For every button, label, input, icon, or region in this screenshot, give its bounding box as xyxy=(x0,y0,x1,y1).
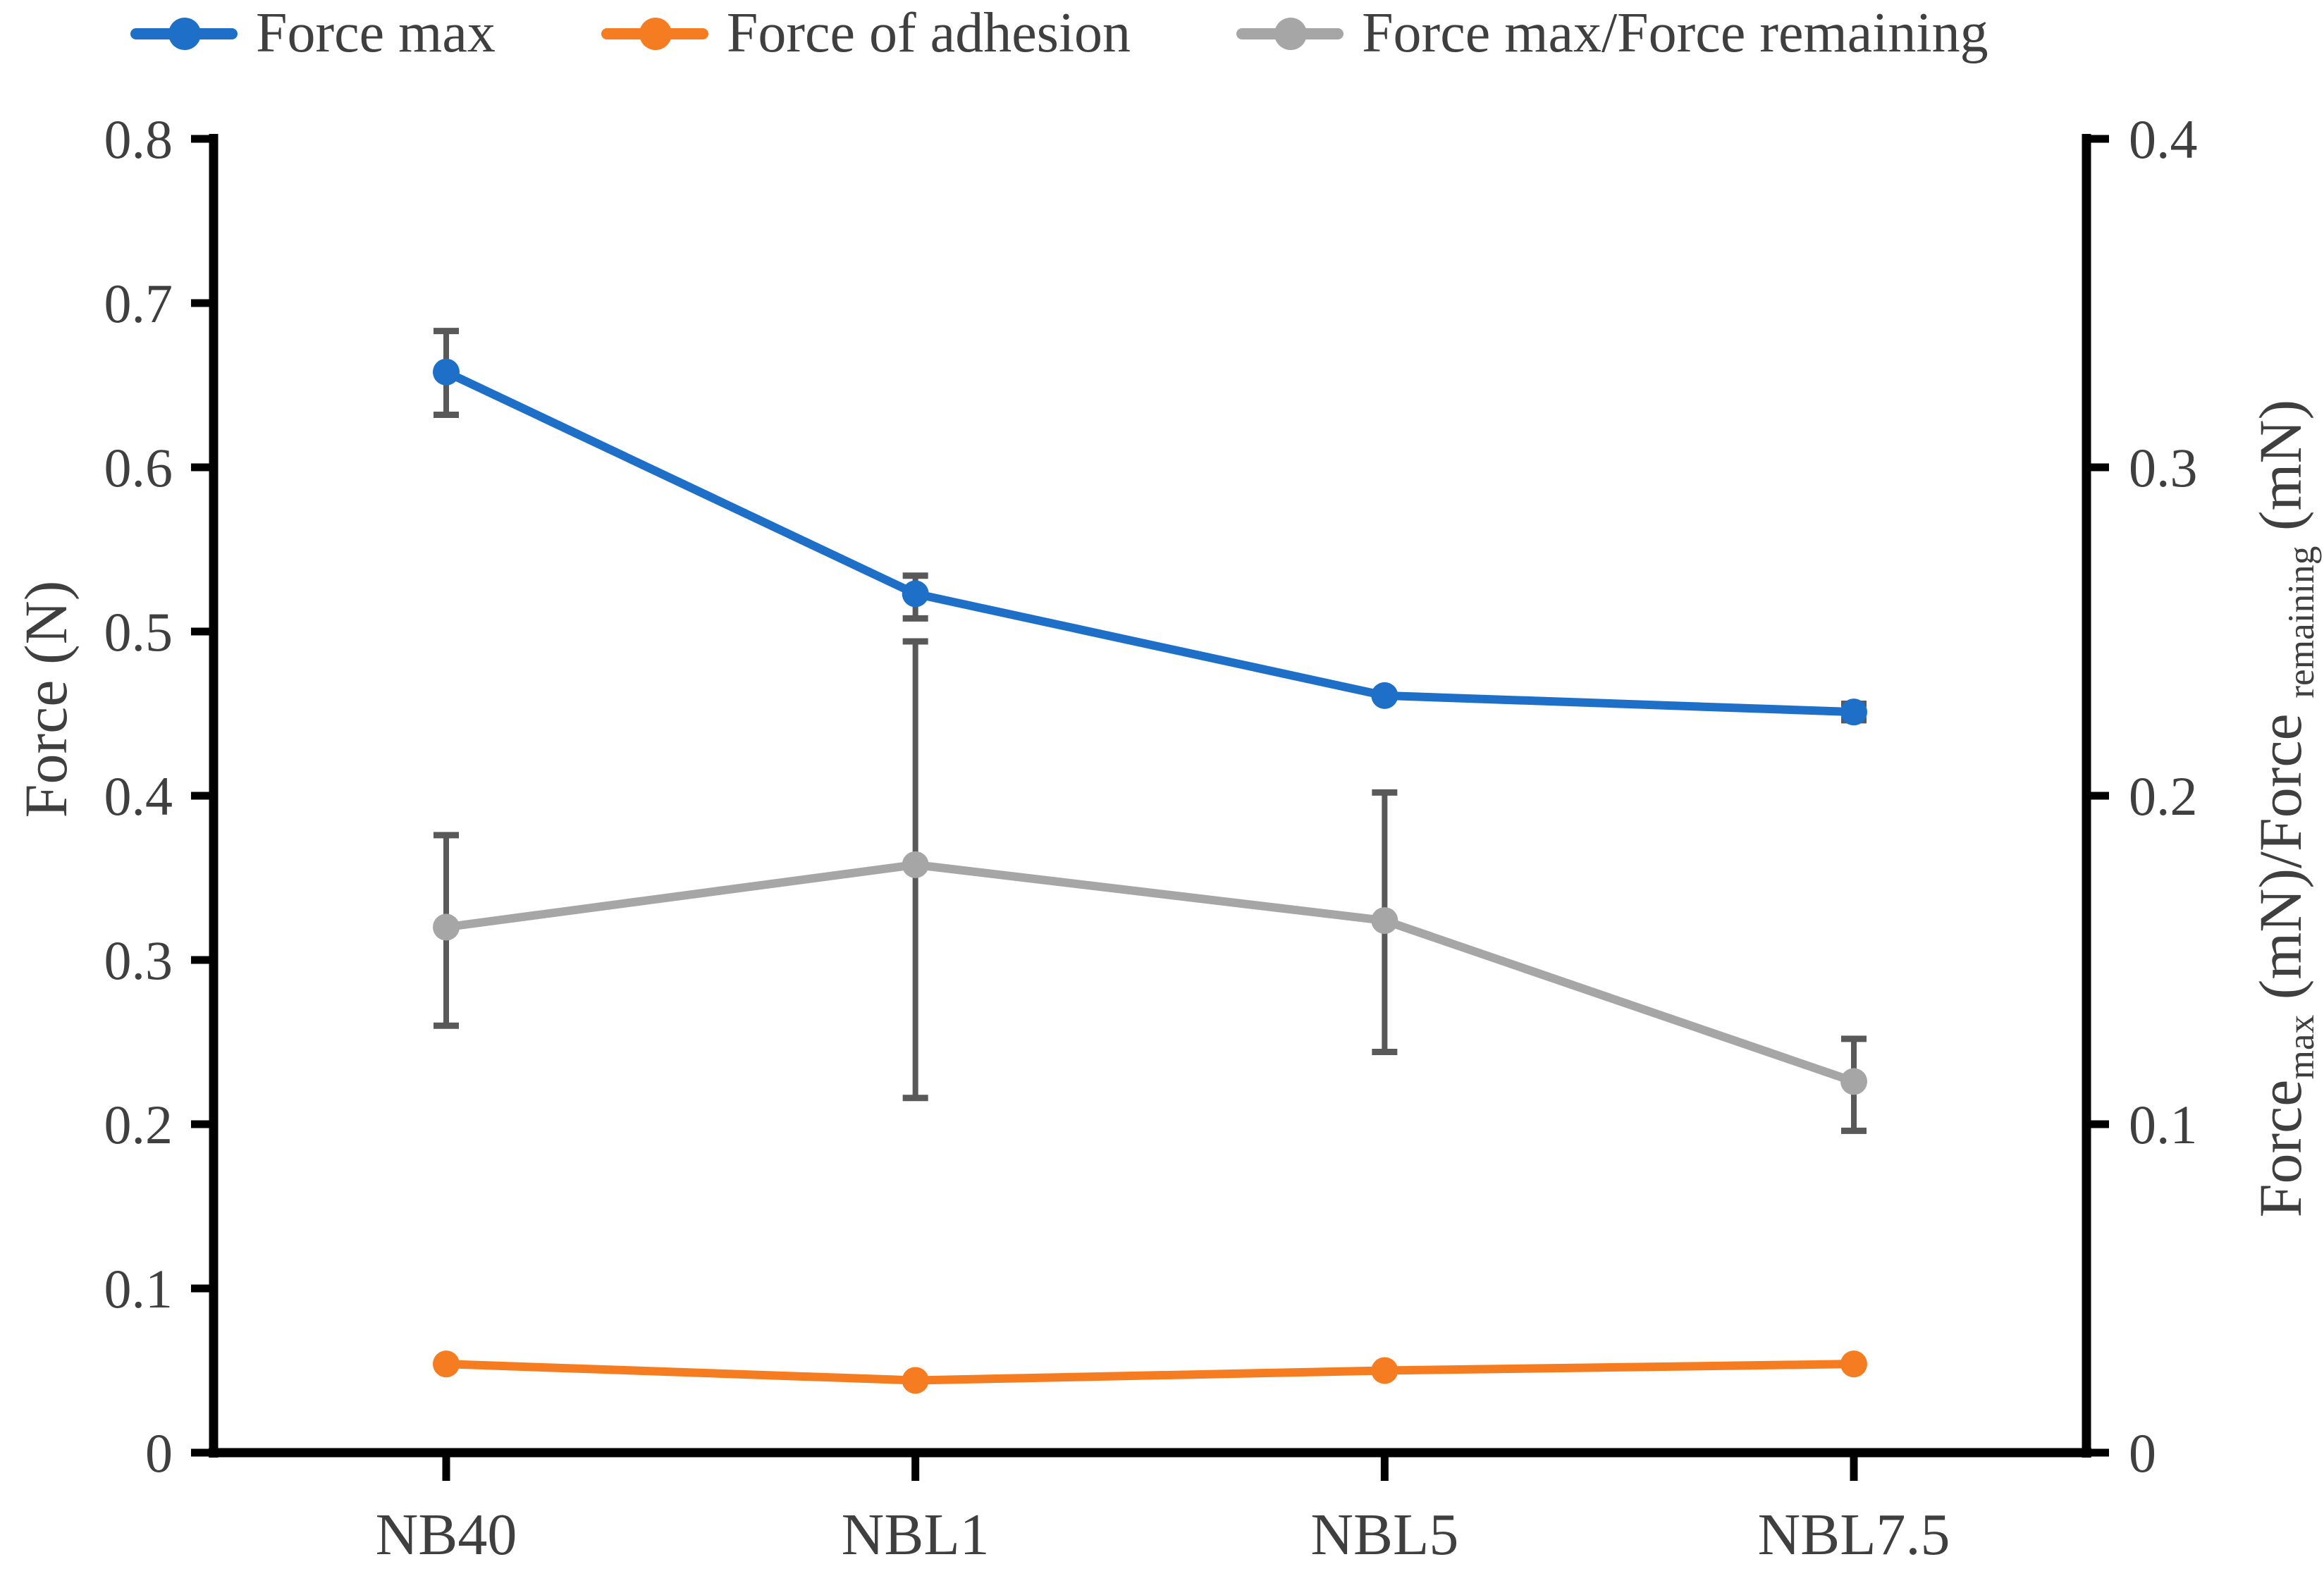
data-point-marker xyxy=(1371,907,1398,935)
x-axis-category-label: NB40 xyxy=(376,1502,517,1568)
left-axis-tick-label: 0.4 xyxy=(104,765,173,827)
left-axis-tick-label: 0 xyxy=(145,1422,173,1484)
legend-label-force-adhesion: Force of adhesion xyxy=(726,2,1131,64)
left-axis-tick-label: 0.5 xyxy=(104,601,173,663)
data-point-marker xyxy=(433,913,460,941)
legend-item-force-max: Force max xyxy=(130,0,496,67)
right-axis-tick-label: 0.1 xyxy=(2129,1094,2198,1155)
left-axis-title: Force (N) xyxy=(12,580,80,818)
data-point-marker xyxy=(902,580,929,608)
legend-marker-force-max-icon xyxy=(130,16,238,51)
right-axis-tick-label: 0.3 xyxy=(2129,437,2198,498)
data-point-marker xyxy=(433,1350,460,1378)
right-axis-title-subscript: max xyxy=(2280,1014,2323,1080)
legend-marker-force-adhesion-icon xyxy=(601,16,708,51)
data-point-marker xyxy=(1371,682,1398,709)
data-point-marker xyxy=(1840,1350,1867,1378)
right-axis-tick-label: 0 xyxy=(2129,1422,2156,1484)
right-axis-tick-label: 0.4 xyxy=(2129,109,2198,170)
right-axis-title-subscript: remaining xyxy=(2280,546,2323,698)
series-line xyxy=(442,860,1858,1086)
right-axis-title-text: (mN)/Force xyxy=(2246,698,2314,1015)
legend-item-force-ratio: Force max/Force remaining xyxy=(1236,0,1988,67)
right-axis-title-text: (mN) xyxy=(2246,399,2314,546)
left-axis-tick-label: 0.1 xyxy=(104,1258,173,1319)
legend-label-force-ratio: Force max/Force remaining xyxy=(1362,2,1988,64)
right-axis-title-text: Force xyxy=(2246,1079,2314,1218)
data-point-marker xyxy=(902,851,929,878)
x-axis-category-label: NBL1 xyxy=(842,1502,990,1568)
legend-label-force-max: Force max xyxy=(256,2,496,64)
data-point-marker xyxy=(433,358,460,386)
right-axis-title: Forcemax (mN)/Force remaining (mN) xyxy=(2245,33,2323,1576)
legend: Force max Force of adhesion Force max/Fo… xyxy=(130,0,1988,67)
x-axis-category-label: NBL5 xyxy=(1310,1502,1458,1568)
data-point-marker xyxy=(1840,1068,1867,1095)
legend-marker-force-ratio-icon xyxy=(1236,16,1344,51)
data-point-marker xyxy=(902,1367,929,1394)
x-axis-category-label: NBL7.5 xyxy=(1758,1502,1950,1568)
right-axis-tick-label: 0.2 xyxy=(2129,765,2198,827)
series-line xyxy=(442,1360,1858,1385)
left-axis-tick-label: 0.2 xyxy=(104,1094,173,1155)
left-axis-tick-label: 0.3 xyxy=(104,930,173,991)
left-axis-tick-label: 0.7 xyxy=(104,273,173,334)
data-point-marker xyxy=(1840,698,1867,726)
series-line xyxy=(442,367,1858,717)
data-point-marker xyxy=(1371,1357,1398,1384)
left-axis-tick-label: 0.8 xyxy=(104,109,173,170)
left-axis-tick-label: 0.6 xyxy=(104,437,173,498)
legend-item-force-adhesion: Force of adhesion xyxy=(601,0,1131,67)
